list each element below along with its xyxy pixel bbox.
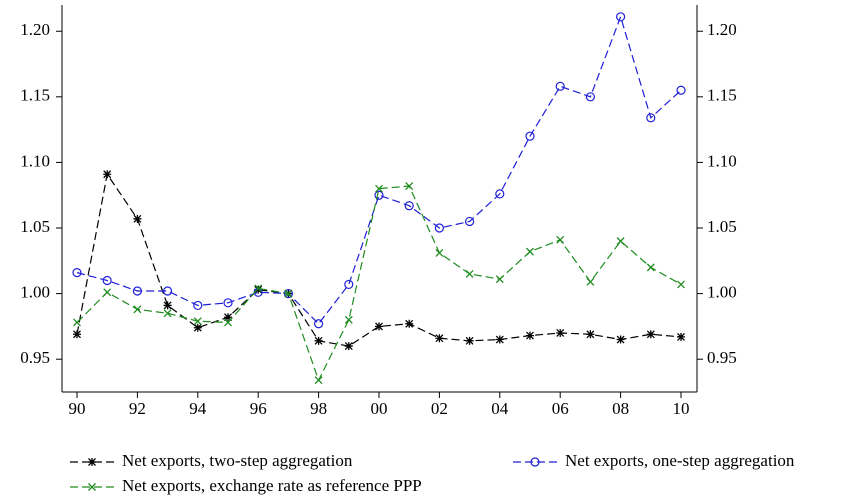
y2-tick-label: 1.15 bbox=[707, 86, 737, 105]
marker bbox=[133, 214, 142, 223]
y-tick-label: 1.20 bbox=[20, 20, 50, 39]
marker bbox=[465, 216, 475, 227]
marker bbox=[314, 376, 323, 385]
marker bbox=[434, 223, 444, 233]
y2-tick-label: 1.10 bbox=[707, 151, 737, 170]
marker bbox=[526, 247, 534, 256]
marker bbox=[556, 235, 565, 244]
y-tick-label: 0.95 bbox=[20, 348, 50, 367]
marker bbox=[405, 182, 414, 190]
marker bbox=[72, 268, 82, 278]
marker bbox=[163, 309, 172, 318]
marker bbox=[556, 328, 565, 337]
marker bbox=[465, 336, 474, 345]
marker bbox=[495, 275, 504, 284]
marker bbox=[223, 298, 233, 308]
marker bbox=[530, 457, 540, 467]
marker bbox=[88, 458, 96, 466]
marker bbox=[615, 12, 626, 22]
y2-tick-label: 1.05 bbox=[707, 217, 737, 236]
x-tick-label: 94 bbox=[189, 399, 207, 418]
marker bbox=[375, 184, 383, 193]
y-tick-label: 1.00 bbox=[20, 283, 50, 302]
x-tick-label: 96 bbox=[250, 399, 267, 418]
marker bbox=[102, 275, 112, 286]
marker bbox=[495, 189, 505, 199]
marker bbox=[193, 300, 203, 311]
marker bbox=[677, 280, 685, 289]
x-tick-label: 10 bbox=[673, 399, 690, 418]
series-line bbox=[76, 14, 682, 325]
marker bbox=[526, 331, 534, 340]
marker bbox=[586, 330, 595, 339]
marker bbox=[224, 318, 232, 327]
legend-label: Net exports, exchange rate as reference … bbox=[122, 476, 422, 495]
marker bbox=[585, 92, 596, 102]
y-tick-label: 1.05 bbox=[20, 217, 50, 236]
marker bbox=[314, 336, 323, 345]
marker bbox=[375, 322, 383, 331]
marker bbox=[465, 269, 474, 278]
marker bbox=[495, 335, 504, 344]
x-tick-label: 98 bbox=[310, 399, 327, 418]
marker bbox=[193, 323, 202, 332]
marker bbox=[435, 248, 444, 257]
marker bbox=[374, 190, 384, 200]
marker bbox=[163, 286, 173, 296]
marker bbox=[103, 170, 112, 179]
x-tick-label: 00 bbox=[371, 399, 388, 418]
marker bbox=[344, 279, 354, 290]
series-line bbox=[76, 185, 682, 382]
marker bbox=[73, 330, 81, 339]
y2-tick-label: 0.95 bbox=[707, 348, 737, 367]
marker bbox=[132, 286, 142, 296]
x-tick-label: 02 bbox=[431, 399, 448, 418]
x-tick-label: 04 bbox=[491, 399, 509, 418]
marker bbox=[254, 285, 263, 294]
marker bbox=[344, 315, 353, 324]
marker bbox=[646, 113, 656, 123]
x-tick-label: 06 bbox=[552, 399, 569, 418]
marker bbox=[616, 237, 625, 246]
series-line bbox=[76, 172, 682, 347]
marker bbox=[283, 289, 293, 299]
legend-label: Net exports, two-step aggregation bbox=[122, 451, 353, 470]
x-tick-label: 90 bbox=[69, 399, 86, 418]
marker bbox=[103, 288, 112, 297]
legend-label: Net exports, one-step aggregation bbox=[565, 451, 795, 470]
marker bbox=[586, 277, 595, 286]
y-tick-label: 1.10 bbox=[20, 151, 50, 170]
marker bbox=[555, 81, 565, 91]
marker bbox=[314, 319, 324, 329]
marker bbox=[254, 284, 263, 293]
y2-tick-label: 1.00 bbox=[707, 283, 737, 302]
marker bbox=[344, 342, 353, 351]
marker bbox=[284, 289, 293, 298]
marker bbox=[435, 334, 444, 343]
marker bbox=[404, 201, 414, 211]
marker bbox=[73, 318, 81, 327]
marker bbox=[88, 483, 96, 491]
marker bbox=[676, 85, 686, 95]
marker bbox=[646, 263, 655, 272]
x-tick-label: 08 bbox=[612, 399, 629, 418]
marker bbox=[646, 330, 655, 339]
x-tick-label: 92 bbox=[129, 399, 146, 418]
marker bbox=[133, 305, 142, 314]
marker bbox=[616, 335, 625, 344]
marker bbox=[525, 131, 535, 141]
y-tick-label: 1.15 bbox=[20, 86, 50, 105]
y2-tick-label: 1.20 bbox=[707, 20, 737, 39]
marker bbox=[163, 301, 172, 310]
marker bbox=[224, 313, 232, 322]
marker bbox=[677, 332, 685, 341]
marker bbox=[405, 319, 414, 328]
marker bbox=[193, 317, 202, 326]
